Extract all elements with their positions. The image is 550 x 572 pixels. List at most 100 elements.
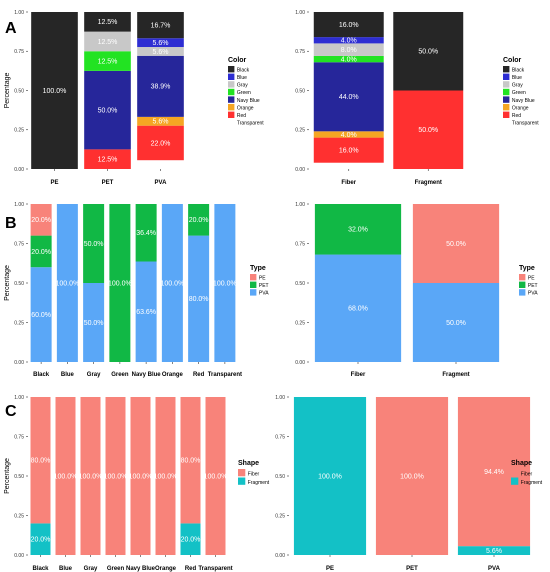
- chart-5-bar-orange-fiber: [155, 397, 176, 555]
- chart-1-xtick-label: PVA: [155, 180, 168, 186]
- chart-1-legend-swatch-navy-blue: [228, 96, 235, 103]
- chart-3-data-label: 100.0%: [161, 280, 185, 287]
- chart-6-bar-pva-fragment: [457, 546, 531, 555]
- chart-3-y-axis-label: Percentage: [4, 265, 11, 301]
- chart-2-bar-fragment-black: [393, 12, 464, 91]
- chart-3-xtick-label: Red: [193, 372, 205, 378]
- chart-3-ytick-label: 0.00: [14, 360, 24, 366]
- chart-1-legend-swatch-blue: [228, 73, 235, 80]
- chart-1-bar-pva-black: [137, 12, 184, 39]
- chart-2-xtick-label: Fiber: [341, 180, 356, 186]
- chart-2-legend-label-red: Red: [512, 113, 521, 119]
- chart-5-legend-label-fragment: Fragment: [248, 480, 270, 486]
- chart-5-bar-navy-blue-fiber: [130, 397, 151, 555]
- chart-3-ytick-label: 0.75: [14, 241, 24, 247]
- chart-2-data-label: 8.0%: [341, 47, 357, 54]
- chart-5-legend-label-fiber: Fiber: [248, 471, 260, 477]
- chart-1-data-label: 100.0%: [43, 88, 67, 95]
- chart-5-data-label: 20.0%: [31, 537, 51, 544]
- chart-1-data-label: 50.0%: [98, 108, 118, 115]
- chart-3-bar-black-pe: [30, 204, 52, 236]
- chart-1-data-label: 12.5%: [98, 157, 118, 164]
- chart-3-xtick-label: Green: [111, 372, 129, 378]
- panel-label-a: A: [5, 20, 17, 37]
- chart-3-bar-black-pva: [30, 267, 52, 362]
- chart-1-legend-label-blue: Blue: [237, 75, 247, 81]
- chart-6-data-label: 94.4%: [484, 469, 504, 476]
- chart-5-bar-transparent-fiber: [205, 397, 226, 555]
- chart-1-legend-swatch-orange: [228, 104, 235, 111]
- chart-2-legend-label-blue: Blue: [512, 75, 522, 81]
- chart-5-ytick-label: 0.25: [14, 513, 24, 519]
- chart-2-bar-fiber-orange: [313, 131, 384, 138]
- chart-3-ytick-label: 0.50: [14, 281, 24, 287]
- chart-1-legend-label-black: Black: [237, 67, 250, 73]
- chart-1-data-label: 5.6%: [153, 119, 169, 126]
- chart-5-ytick-label: 1.00: [14, 395, 24, 401]
- chart-3-bar-navy-blue-pva: [135, 261, 157, 362]
- chart-1-bar-pet-gray: [84, 31, 131, 52]
- chart-3-data-label: 50.0%: [84, 241, 104, 248]
- chart-5-legend-swatch-fiber: [238, 469, 246, 477]
- chart-5-data-label: 100.0%: [129, 473, 153, 480]
- chart-6-xtick-label: PET: [406, 566, 418, 572]
- chart-1-bar-pva-transparent: [137, 160, 184, 169]
- chart-1-legend-label-gray: Gray: [237, 83, 248, 89]
- chart-5-xtick-label: Navy Blue: [126, 566, 156, 572]
- chart-3-bar-blue-pva: [56, 204, 78, 362]
- chart-3-data-label: 80.0%: [189, 296, 209, 303]
- chart-1-bar-pet-navy-blue: [84, 70, 131, 150]
- chart-6-ytick-label: 0.75: [275, 434, 285, 440]
- chart-5-legend-swatch-fragment: [238, 477, 246, 485]
- chart-6-xtick-label: PE: [326, 566, 334, 572]
- chart-1-legend-label-navy-blue: Navy Blue: [237, 98, 260, 104]
- chart-3-legend-swatch-pva: [250, 289, 257, 296]
- chart-5-bar-green-fiber: [105, 397, 126, 555]
- panel-label-b: B: [5, 215, 17, 232]
- chart-6-data-label: 100.0%: [400, 473, 424, 480]
- chart-4-bar-fragment-pva: [412, 283, 500, 362]
- chart-5-bar-gray-fiber: [80, 397, 101, 555]
- chart-4-ytick-label: 0.75: [295, 241, 305, 247]
- chart-5-legend-title: Shape: [238, 460, 259, 467]
- chart-4-ytick-label: 1.00: [295, 202, 305, 208]
- chart-1-legend-swatch-green: [228, 88, 235, 96]
- chart-5-xtick-label: Gray: [84, 566, 98, 572]
- chart-3-bar-red-pet: [188, 204, 210, 236]
- chart-1-bar-pva-orange: [137, 116, 184, 126]
- chart-1-bar-pet-black: [84, 12, 131, 32]
- chart-2-bar-fiber-red: [313, 137, 384, 163]
- chart-5-xtick-label: Red: [185, 566, 197, 572]
- chart-3-data-label: 20.0%: [31, 249, 51, 256]
- chart-2-legend-swatch-green: [503, 88, 510, 96]
- chart-1-data-label: 12.5%: [98, 19, 118, 26]
- chart-5-data-label: 100.0%: [79, 473, 103, 480]
- chart-2-legend-swatch-transparent: [503, 119, 510, 126]
- chart-4-xtick-label: Fiber: [351, 372, 366, 378]
- chart-2-legend-label-black: Black: [512, 67, 525, 73]
- chart-1-ytick-label: 0.00: [14, 167, 24, 173]
- chart-3-xtick-label: Orange: [162, 372, 184, 378]
- chart-1-bar-pva-blue: [137, 38, 184, 48]
- chart-2-legend-swatch-orange: [503, 104, 510, 111]
- chart-1-legend-swatch-black: [228, 66, 235, 73]
- chart-3-bar-gray-pva: [83, 283, 105, 362]
- chart-6-ytick-label: 0.00: [275, 553, 285, 559]
- chart-2-legend-label-green: Green: [512, 90, 526, 96]
- chart-4-legend-title: Type: [519, 265, 535, 272]
- chart-3-legend-label-pva: PVA: [259, 291, 269, 297]
- chart-5-data-label: 100.0%: [154, 473, 178, 480]
- chart-5-xtick-label: Green: [107, 566, 125, 572]
- chart-3-ytick-label: 1.00: [14, 202, 24, 208]
- chart-2-data-label: 4.0%: [341, 38, 357, 45]
- chart-4-legend-label-pva: PVA: [528, 291, 538, 297]
- chart-5-data-label: 80.0%: [31, 458, 51, 465]
- chart-5-data-label: 100.0%: [104, 473, 128, 480]
- chart-3-data-label: 100.0%: [56, 280, 80, 287]
- chart-3-xtick-label: Navy Blue: [132, 372, 162, 378]
- chart-2-data-label: 4.0%: [341, 57, 357, 64]
- chart-5-bar-blue-fiber: [55, 397, 76, 555]
- chart-4-data-label: 50.0%: [446, 320, 466, 327]
- chart-2-legend-label-orange: Orange: [512, 105, 529, 111]
